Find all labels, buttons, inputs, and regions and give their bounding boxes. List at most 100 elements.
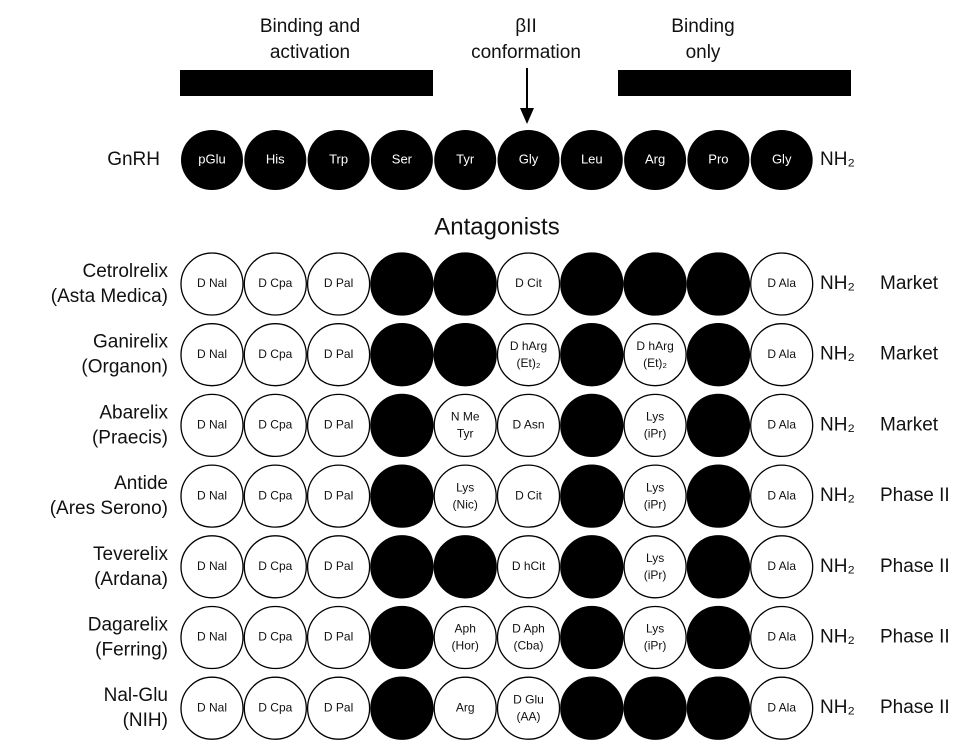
residue-circle: [433, 323, 497, 387]
residue-label: Arg: [456, 700, 475, 714]
residue-circle: [370, 252, 434, 316]
residue-circle: [180, 676, 244, 740]
residue-label: D Ala: [767, 700, 796, 714]
drug-name: Ganirelix: [93, 332, 168, 353]
terminus: NH₂: [820, 485, 855, 506]
residue-label: (Et)₂: [517, 356, 541, 370]
status: Market: [880, 273, 939, 294]
residue-circle: [496, 323, 561, 387]
residue-circle: [370, 323, 434, 387]
residue-label: D Nal: [197, 488, 227, 502]
residue-label: D Pal: [324, 276, 353, 290]
header-middle-1: βII: [515, 16, 537, 37]
residue-circle: [180, 252, 244, 316]
header-middle-2: conformation: [471, 42, 581, 63]
residue-circle: [496, 393, 561, 458]
residue-circle: [433, 605, 497, 670]
residue-circle: [687, 130, 750, 190]
residue-label: D Nal: [197, 630, 227, 644]
residue-label: Lys: [646, 410, 664, 424]
drug-company: (Ferring): [95, 640, 168, 661]
residue-label: N Me: [451, 410, 480, 424]
residue-circle: [750, 252, 814, 316]
residue-label: D Pal: [324, 347, 353, 361]
status: Phase II: [880, 697, 950, 718]
residue-circle: [750, 464, 814, 528]
residue-circle: [497, 130, 560, 190]
residue-label: D Cpa: [258, 700, 292, 714]
residue-label: Lys: [646, 480, 664, 494]
residue-label: (AA): [517, 709, 541, 723]
residue-label: Lys: [456, 480, 474, 494]
residue-circle: [686, 252, 751, 316]
residue-circle: [750, 535, 814, 599]
residue-circle: [180, 535, 244, 599]
residue-circle: [686, 393, 751, 458]
residue-label: D Nal: [197, 276, 227, 290]
residue-label: D Cpa: [258, 559, 292, 573]
residue-circle: [244, 130, 307, 190]
residue-circle: [686, 605, 751, 670]
residue-label: His: [266, 151, 285, 166]
residue-circle: [560, 676, 624, 740]
residue-label: Aph: [455, 622, 476, 636]
residue-circle: [624, 130, 687, 190]
residue-label: D Cit: [515, 276, 542, 290]
residue-circle: [243, 676, 307, 740]
terminus: NH₂: [820, 627, 855, 648]
residue-label: D Ala: [767, 630, 796, 644]
drug-name: Dagarelix: [88, 615, 169, 636]
drug-company: (Praecis): [92, 427, 168, 448]
residue-label: Gly: [519, 151, 539, 166]
residue-circle: [623, 393, 687, 458]
residue-label: (iPr): [644, 497, 667, 511]
residue-label: Arg: [645, 151, 665, 166]
header-left-2: activation: [270, 42, 350, 63]
residue-circle: [560, 605, 624, 670]
residue-circle: [370, 676, 434, 740]
residue-circle: [306, 676, 371, 740]
residue-circle: [686, 535, 751, 599]
residue-circle: [496, 464, 561, 528]
residue-circle: [433, 535, 497, 599]
residue-circle: [306, 252, 371, 316]
residue-circle: [306, 393, 371, 458]
residue-label: Lys: [646, 622, 664, 636]
residue-circle: [306, 464, 371, 528]
header-right-1: Binding: [671, 16, 734, 37]
residue-label: D Nal: [197, 347, 227, 361]
section-title: Antagonists: [434, 213, 559, 240]
status: Phase II: [880, 485, 950, 506]
binding-activation-bar: [180, 70, 433, 96]
residue-label: D Cpa: [258, 347, 292, 361]
residue-circle: [243, 252, 307, 316]
drug-company: (Ardana): [94, 569, 168, 590]
residue-circle: [180, 464, 244, 528]
residue-label: Trp: [329, 151, 348, 166]
drug-company: (Asta Medica): [51, 286, 168, 307]
residue-label: (Et)₂: [643, 356, 667, 370]
status: Phase II: [880, 627, 950, 648]
residue-circle: [307, 130, 370, 190]
residue-circle: [180, 605, 244, 670]
drug-company: (Organon): [81, 357, 168, 378]
residue-circle: [623, 323, 687, 387]
terminus: NH₂: [820, 344, 855, 365]
arrow-head: [520, 108, 534, 124]
residue-circle: [750, 676, 814, 740]
residue-label: D Aph: [512, 622, 545, 636]
residue-label: D Cpa: [258, 418, 292, 432]
residue-circle: [243, 464, 307, 528]
header-left-1: Binding and: [260, 16, 360, 37]
residue-label: D Pal: [324, 630, 353, 644]
status: Market: [880, 414, 939, 435]
residue-circle: [496, 605, 561, 670]
residue-circle: [306, 605, 371, 670]
residue-circle: [306, 323, 371, 387]
residue-circle: [180, 393, 244, 458]
residue-circle: [686, 464, 751, 528]
residue-label: D Asn: [512, 418, 544, 432]
residue-circle: [434, 130, 497, 190]
drug-company: (NIH): [123, 710, 168, 731]
residue-circle: [433, 464, 497, 528]
